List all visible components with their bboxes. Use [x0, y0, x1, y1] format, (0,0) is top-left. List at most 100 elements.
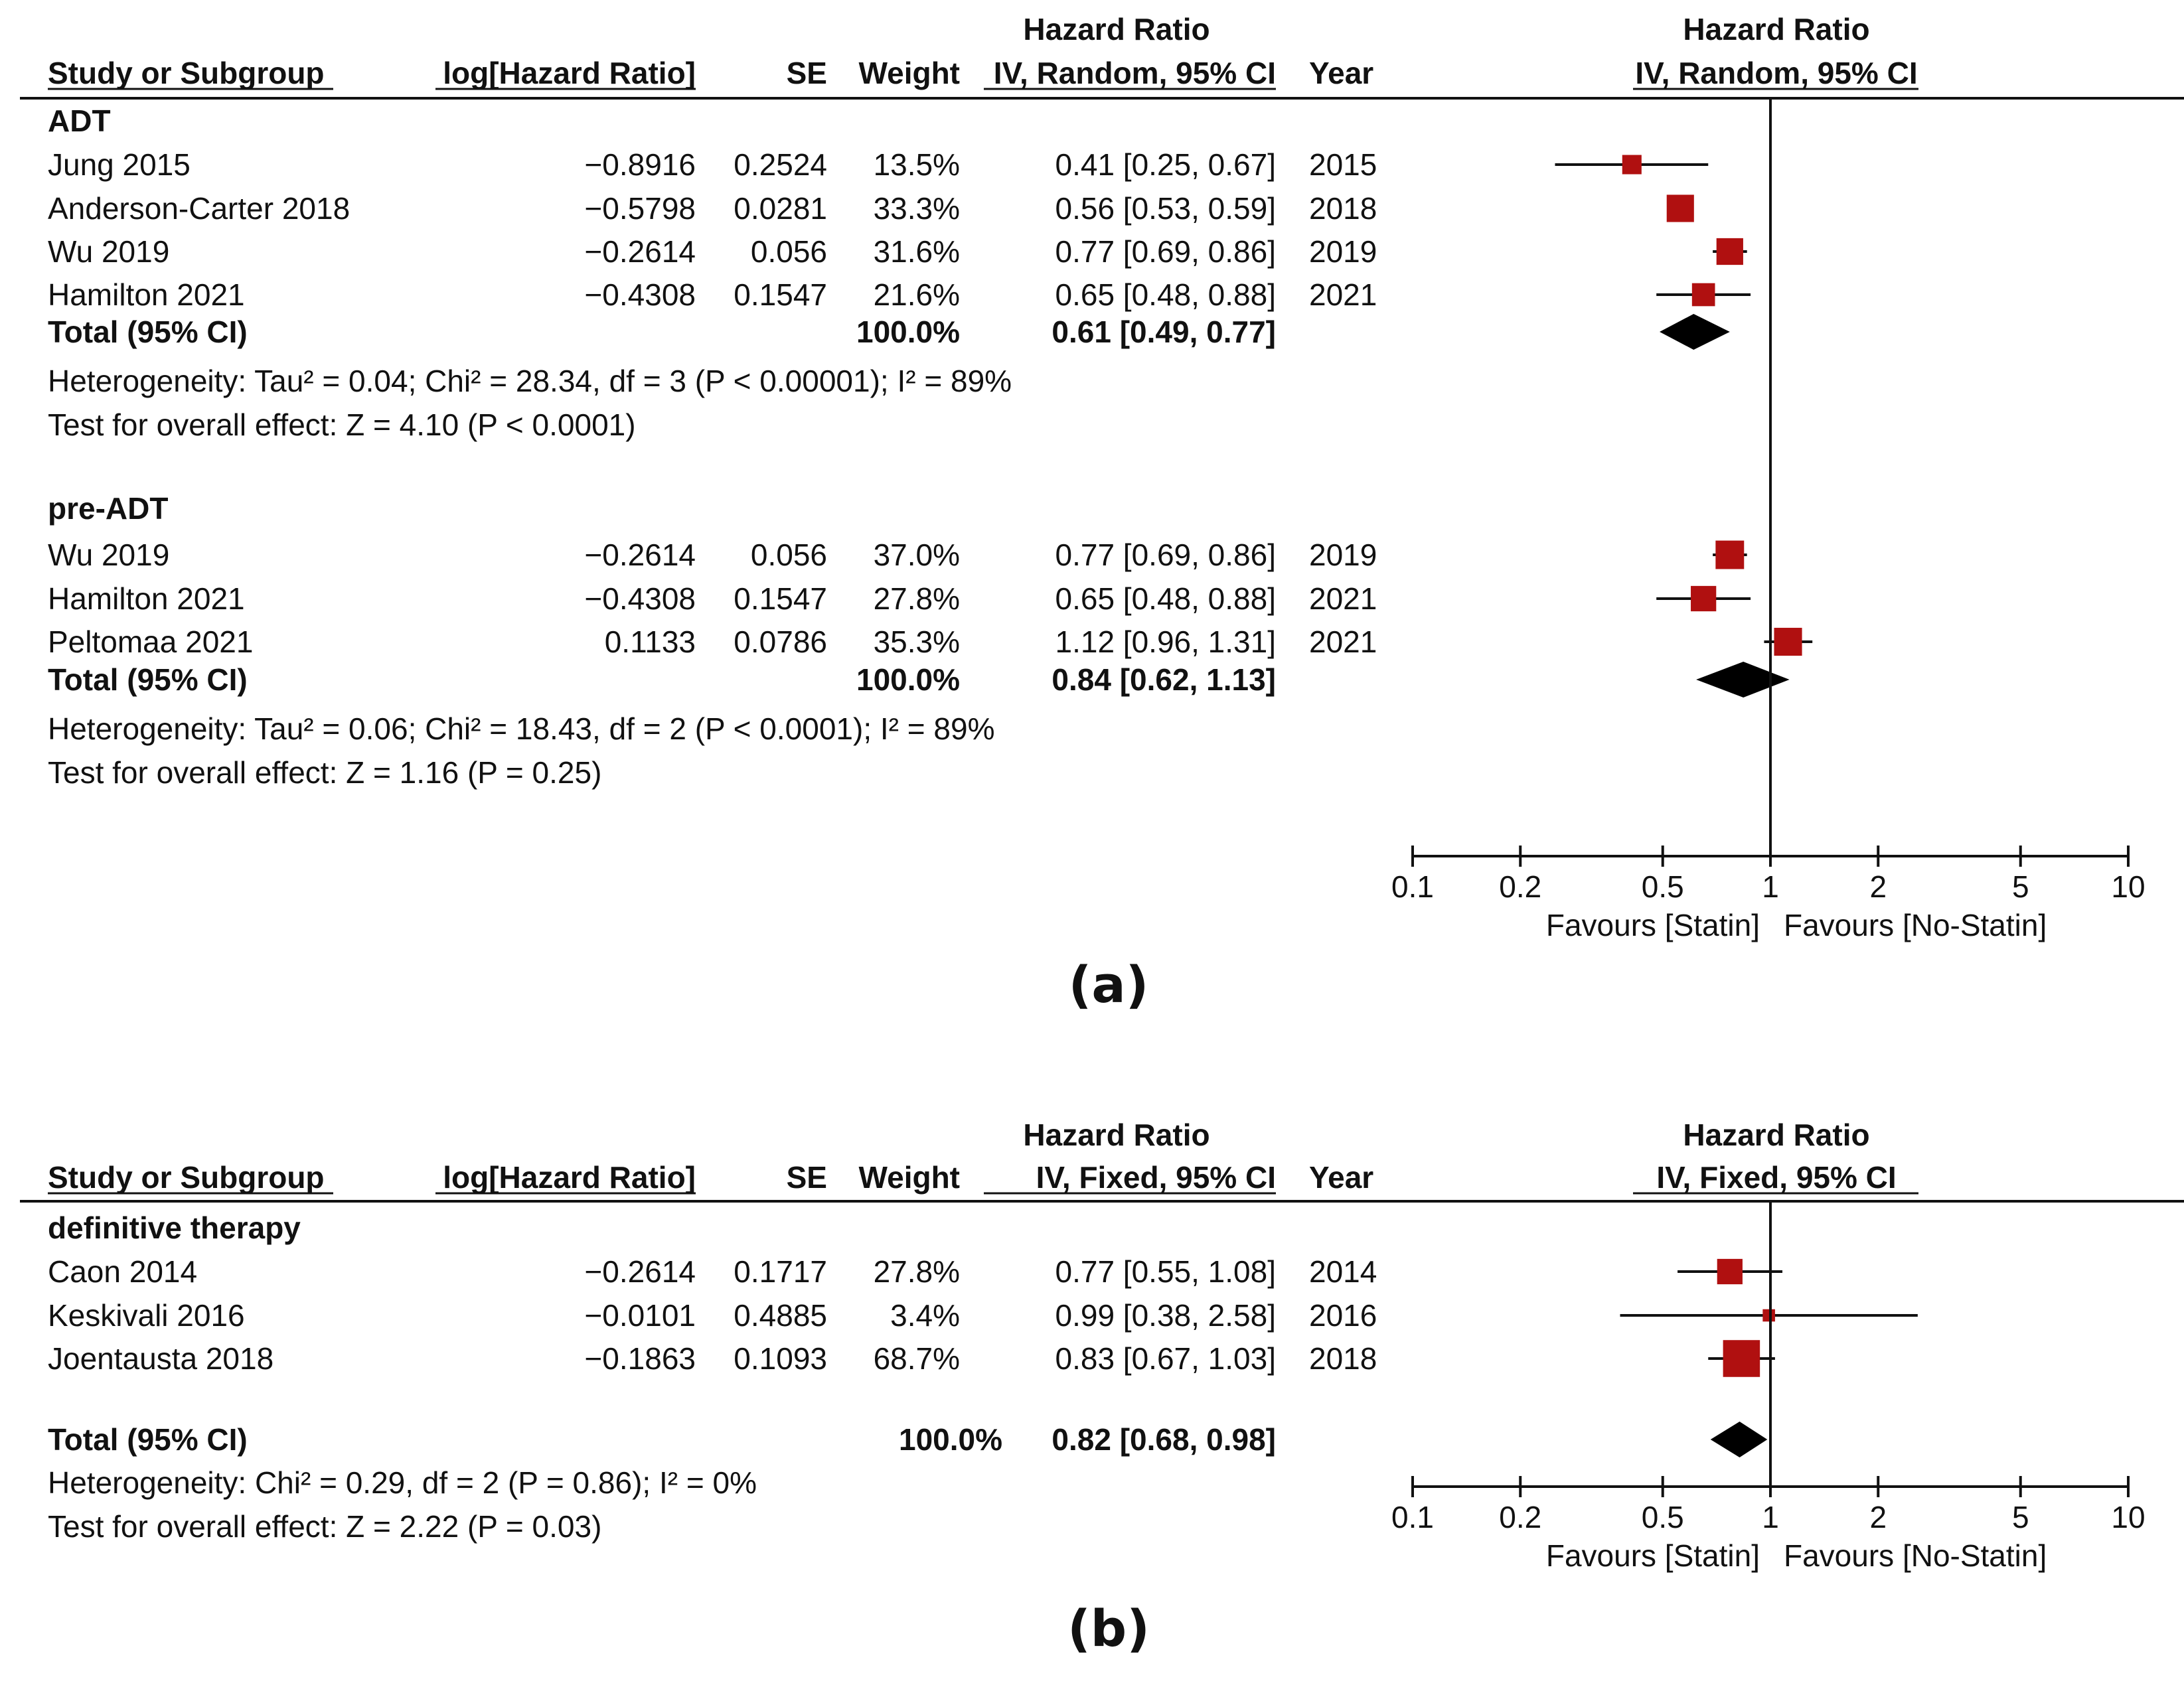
study-ci: 0.65 [0.48, 0.88]	[1055, 581, 1277, 616]
study-marker	[1715, 540, 1745, 569]
header-loghr: log[Hazard Ratio]	[443, 56, 696, 90]
subgroup-label: ADT	[48, 104, 111, 138]
study-marker	[1774, 627, 1802, 656]
study-weight: 27.8%	[874, 581, 960, 616]
total-label: Total (95% CI)	[48, 315, 248, 349]
header-weight: Weight	[859, 56, 960, 90]
study-se: 0.1547	[734, 581, 827, 616]
study-name: Hamilton 2021	[48, 277, 245, 312]
header-weight: Weight	[859, 1160, 960, 1195]
study-loghr: −0.2614	[584, 234, 696, 269]
study-weight: 13.5%	[874, 147, 960, 182]
study-loghr: −0.8916	[584, 147, 696, 182]
x-tick-label: 10	[2111, 869, 2145, 904]
study-loghr: −0.4308	[584, 277, 696, 312]
study-name: Anderson-Carter 2018	[48, 191, 350, 226]
study-year: 2018	[1309, 191, 1377, 226]
pooled-diamond	[1660, 314, 1730, 350]
x-tick-label: 5	[2012, 869, 2029, 904]
total-ci: 0.61 [0.49, 0.77]	[1052, 315, 1276, 349]
total-ci: 0.84 [0.62, 1.13]	[1052, 662, 1276, 697]
study-name: Wu 2019	[48, 538, 169, 572]
study-loghr: −0.5798	[584, 191, 696, 226]
study-ci: 1.12 [0.96, 1.31]	[1055, 625, 1277, 659]
study-weight: 3.4%	[890, 1298, 960, 1333]
x-tick-label: 5	[2012, 1500, 2029, 1534]
study-se: 0.1093	[734, 1341, 827, 1376]
header-plot-top: Hazard Ratio	[1683, 12, 1869, 46]
header-ci-bottom: IV, Fixed, 95% CI	[1036, 1160, 1276, 1195]
study-marker	[1762, 1309, 1775, 1322]
x-tick-label: 0.5	[1642, 1500, 1684, 1534]
study-year: 2018	[1309, 1341, 1377, 1376]
study-weight: 21.6%	[874, 277, 960, 312]
study-se: 0.056	[751, 538, 827, 572]
total-weight: 100.0%	[856, 662, 960, 697]
total-label: Total (95% CI)	[48, 1422, 248, 1457]
study-ci: 0.77 [0.69, 0.86]	[1055, 538, 1277, 572]
favours-statin-label: Favours [Statin]	[1546, 908, 1760, 942]
pooled-diamond	[1696, 662, 1790, 698]
total-label: Total (95% CI)	[48, 662, 248, 697]
study-se: 0.1717	[734, 1254, 827, 1289]
x-tick-label: 1	[1762, 1500, 1779, 1534]
study-name: Keskivali 2016	[48, 1298, 245, 1333]
study-name: Jung 2015	[48, 147, 191, 182]
study-weight: 31.6%	[874, 234, 960, 269]
study-name: Peltomaa 2021	[48, 625, 253, 659]
study-marker	[1723, 1340, 1760, 1377]
study-se: 0.0281	[734, 191, 827, 226]
study-se: 0.2524	[734, 147, 827, 182]
study-year: 2021	[1309, 625, 1377, 659]
panel-label: (a)	[1069, 955, 1149, 1014]
study-weight: 27.8%	[874, 1254, 960, 1289]
study-ci: 0.83 [0.67, 1.03]	[1055, 1341, 1277, 1376]
study-weight: 68.7%	[874, 1341, 960, 1376]
overall-effect-text: Test for overall effect: Z = 1.16 (P = 0…	[48, 755, 601, 790]
study-weight: 35.3%	[874, 625, 960, 659]
study-year: 2019	[1309, 234, 1377, 269]
study-ci: 0.77 [0.69, 0.86]	[1055, 234, 1277, 269]
x-tick-label: 1	[1762, 869, 1779, 904]
heterogeneity-text: Heterogeneity: Tau² = 0.06; Chi² = 18.43…	[48, 711, 994, 746]
study-ci: 0.56 [0.53, 0.59]	[1055, 191, 1277, 226]
study-marker	[1691, 283, 1715, 307]
study-loghr: −0.1863	[584, 1341, 696, 1376]
study-se: 0.1547	[734, 277, 827, 312]
x-tick-label: 0.5	[1642, 869, 1684, 904]
subgroup-label: pre-ADT	[48, 491, 168, 526]
header-ci-top: Hazard Ratio	[1023, 1118, 1209, 1152]
study-marker	[1691, 585, 1717, 612]
study-year: 2014	[1309, 1254, 1377, 1289]
subgroup-label: definitive therapy	[48, 1211, 301, 1245]
study-loghr: 0.1133	[605, 625, 696, 659]
header-ci-bottom: IV, Random, 95% CI	[994, 56, 1276, 90]
x-tick-label: 0.2	[1499, 1500, 1541, 1534]
study-marker	[1666, 194, 1694, 222]
study-ci: 0.41 [0.25, 0.67]	[1055, 147, 1277, 182]
study-year: 2021	[1309, 581, 1377, 616]
study-ci: 0.99 [0.38, 2.58]	[1055, 1298, 1277, 1333]
study-ci: 0.65 [0.48, 0.88]	[1055, 277, 1277, 312]
total-ci: 0.82 [0.68, 0.98]	[1052, 1422, 1276, 1457]
header-year: Year	[1309, 56, 1373, 90]
study-se: 0.4885	[734, 1298, 827, 1333]
favours-statin-label: Favours [Statin]	[1546, 1538, 1760, 1573]
study-loghr: −0.4308	[584, 581, 696, 616]
header-loghr: log[Hazard Ratio]	[443, 1160, 696, 1195]
overall-effect-text: Test for overall effect: Z = 4.10 (P < 0…	[48, 407, 636, 442]
x-tick-label: 2	[1869, 869, 1887, 904]
study-year: 2016	[1309, 1298, 1377, 1333]
study-name: Wu 2019	[48, 234, 169, 269]
study-loghr: −0.2614	[584, 538, 696, 572]
study-loghr: −0.2614	[584, 1254, 696, 1289]
header-plot-bottom: IV, Random, 95% CI	[1635, 56, 1917, 90]
total-weight: 100.0%	[899, 1422, 1002, 1457]
study-year: 2019	[1309, 538, 1377, 572]
total-weight: 100.0%	[856, 315, 960, 349]
study-ci: 0.77 [0.55, 1.08]	[1055, 1254, 1277, 1289]
study-loghr: −0.0101	[584, 1298, 696, 1333]
x-tick-label: 0.1	[1391, 869, 1434, 904]
study-name: Hamilton 2021	[48, 581, 245, 616]
study-name: Joentausta 2018	[48, 1341, 273, 1376]
